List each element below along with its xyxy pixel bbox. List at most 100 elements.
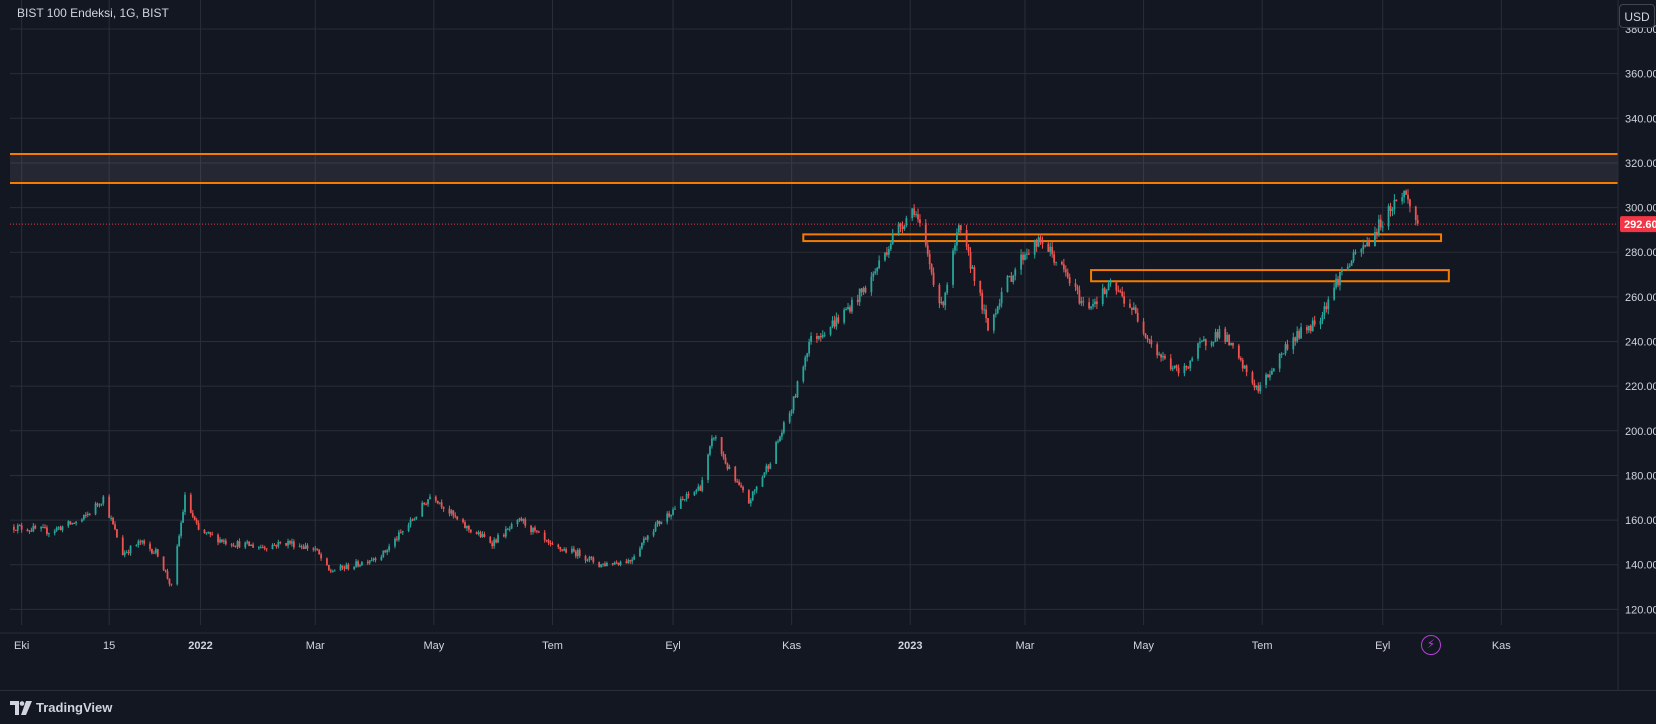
candle-body[interactable] — [287, 540, 289, 546]
candle-body[interactable] — [1360, 249, 1363, 253]
candle-body[interactable] — [1014, 269, 1017, 276]
candle-body[interactable] — [1191, 358, 1194, 361]
candle-body[interactable] — [749, 500, 752, 504]
candle-body[interactable] — [905, 218, 908, 226]
candle-body[interactable] — [816, 335, 818, 339]
candle-body[interactable] — [1066, 272, 1069, 278]
candle-body[interactable] — [415, 516, 418, 519]
candle-body[interactable] — [1241, 359, 1244, 369]
candle-body[interactable] — [341, 565, 344, 568]
candle-body[interactable] — [42, 527, 44, 529]
candle-body[interactable] — [386, 550, 389, 553]
candle-body[interactable] — [1055, 261, 1057, 263]
candle-body[interactable] — [456, 516, 459, 520]
candle-body[interactable] — [1169, 358, 1172, 370]
candle-body[interactable] — [1041, 240, 1044, 244]
candle-body[interactable] — [1039, 237, 1042, 241]
candle-body[interactable] — [176, 546, 179, 585]
candle-body[interactable] — [992, 314, 995, 331]
candle-body[interactable] — [878, 260, 881, 269]
candle-body[interactable] — [438, 502, 441, 504]
candle-body[interactable] — [973, 267, 976, 281]
candle-body[interactable] — [843, 309, 846, 323]
candle-body[interactable] — [123, 552, 126, 556]
candle-body[interactable] — [197, 523, 200, 530]
candle-body[interactable] — [1395, 199, 1398, 202]
candle-body[interactable] — [615, 562, 618, 564]
candle-body[interactable] — [1305, 327, 1308, 331]
candle-body[interactable] — [971, 267, 974, 269]
candle-body[interactable] — [728, 466, 731, 469]
candle-body[interactable] — [96, 503, 99, 505]
candle-body[interactable] — [884, 252, 886, 261]
candle-body[interactable] — [1035, 241, 1038, 247]
candle-body[interactable] — [672, 509, 674, 515]
candle-body[interactable] — [1327, 299, 1330, 310]
candle-body[interactable] — [699, 486, 702, 491]
candle-body[interactable] — [707, 454, 709, 480]
candle-body[interactable] — [769, 463, 772, 469]
candle-body[interactable] — [265, 548, 268, 550]
candle-body[interactable] — [454, 515, 457, 517]
candle-body[interactable] — [1325, 306, 1328, 310]
candle-body[interactable] — [1391, 209, 1394, 211]
candle-body[interactable] — [1146, 337, 1149, 339]
candle-body[interactable] — [110, 517, 113, 519]
candle-body[interactable] — [794, 396, 797, 398]
lightning-icon[interactable]: ⚡ — [1421, 635, 1441, 655]
candle-body[interactable] — [619, 561, 622, 565]
candle-body[interactable] — [847, 307, 849, 309]
candle-body[interactable] — [285, 543, 288, 546]
candle-body[interactable] — [831, 320, 834, 327]
candle-body[interactable] — [1076, 286, 1079, 290]
candle-body[interactable] — [182, 512, 184, 523]
candle-body[interactable] — [1251, 372, 1254, 384]
candle-body[interactable] — [1366, 241, 1369, 247]
candle-body[interactable] — [211, 534, 214, 536]
candle-body[interactable] — [1212, 341, 1215, 343]
candle-body[interactable] — [427, 499, 429, 505]
candle-body[interactable] — [709, 446, 711, 455]
candle-body[interactable] — [930, 264, 933, 273]
candle-body[interactable] — [26, 529, 29, 532]
candle-body[interactable] — [489, 536, 492, 543]
candle-body[interactable] — [518, 518, 521, 520]
candle-body[interactable] — [178, 535, 181, 547]
candle-body[interactable] — [1350, 260, 1353, 266]
candle-body[interactable] — [491, 542, 494, 547]
candle-body[interactable] — [149, 543, 151, 549]
candle-body[interactable] — [685, 494, 688, 499]
candle-body[interactable] — [701, 479, 704, 491]
candle-body[interactable] — [845, 308, 847, 310]
candle-body[interactable] — [510, 524, 513, 529]
candle-body[interactable] — [679, 498, 682, 509]
candle-body[interactable] — [289, 540, 291, 544]
candle-body[interactable] — [347, 564, 350, 570]
candle-body[interactable] — [919, 219, 921, 224]
candle-body[interactable] — [687, 494, 690, 496]
candle-body[interactable] — [279, 541, 282, 544]
candle-body[interactable] — [763, 472, 766, 477]
candle-body[interactable] — [442, 507, 445, 509]
candle-body[interactable] — [911, 208, 914, 219]
candle-body[interactable] — [413, 518, 416, 521]
candle-body[interactable] — [14, 529, 17, 531]
candle-body[interactable] — [779, 436, 781, 442]
candle-body[interactable] — [1088, 302, 1091, 309]
candle-body[interactable] — [263, 547, 266, 549]
candle-body[interactable] — [203, 529, 206, 533]
candle-body[interactable] — [234, 546, 237, 548]
candle-body[interactable] — [481, 534, 484, 538]
candle-body[interactable] — [121, 537, 124, 556]
candle-body[interactable] — [1162, 356, 1164, 358]
candle-body[interactable] — [209, 532, 212, 535]
candle-body[interactable] — [327, 565, 330, 571]
candle-body[interactable] — [565, 549, 567, 553]
candle-body[interactable] — [380, 556, 383, 561]
candle-body[interactable] — [767, 465, 770, 469]
candle-body[interactable] — [1119, 291, 1122, 293]
candle-body[interactable] — [886, 252, 888, 255]
candle-body[interactable] — [1218, 328, 1221, 338]
candle-body[interactable] — [329, 570, 332, 572]
candle-body[interactable] — [32, 525, 35, 532]
